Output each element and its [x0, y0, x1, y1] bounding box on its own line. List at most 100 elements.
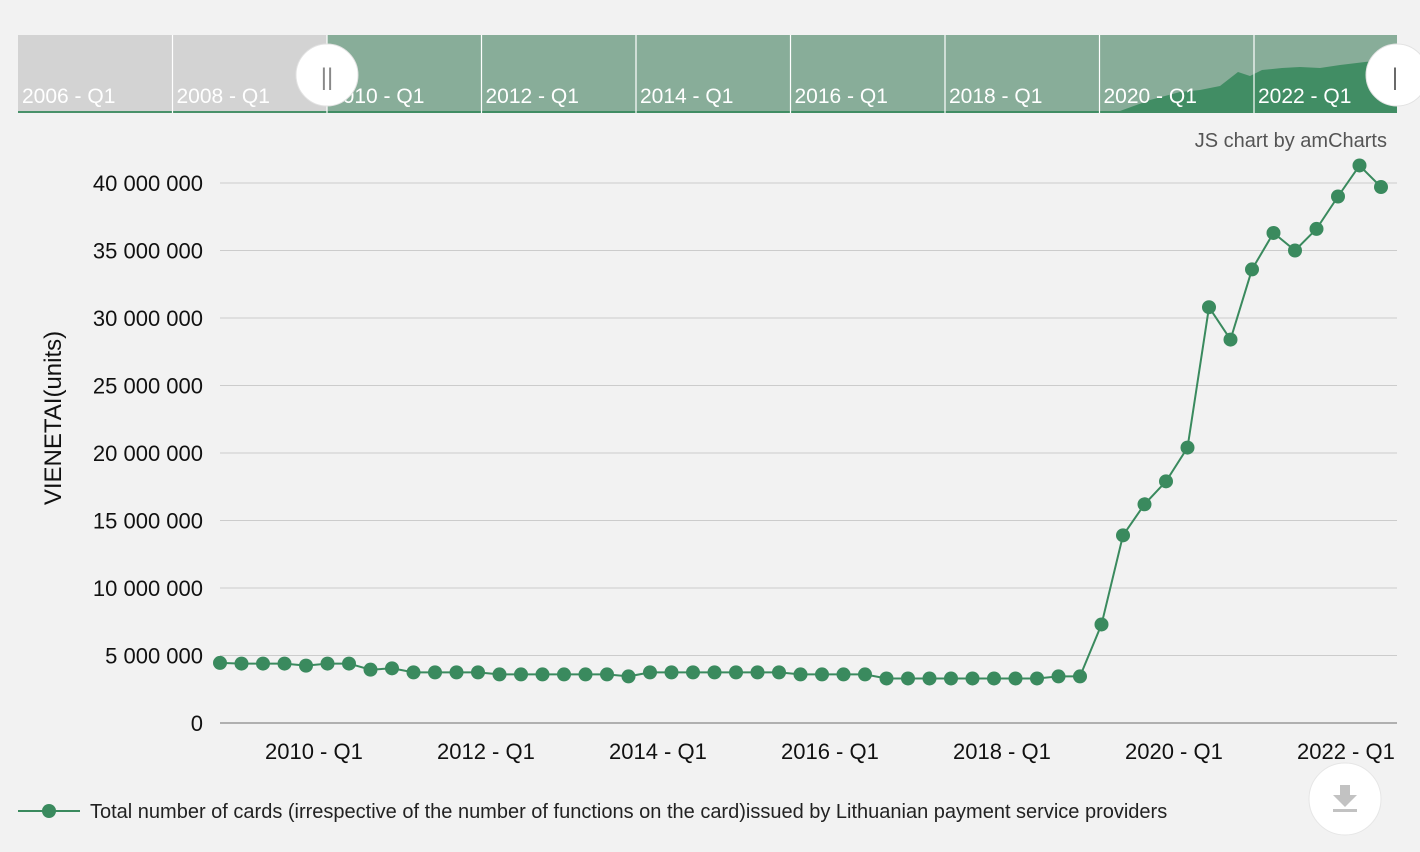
data-point[interactable]	[1223, 332, 1238, 347]
data-point[interactable]	[471, 665, 485, 680]
scrollbar-label: 2018 - Q1	[949, 85, 1042, 108]
x-tick-label: 2010 - Q1	[265, 739, 363, 764]
download-icon	[1333, 785, 1357, 812]
data-point[interactable]	[213, 655, 227, 670]
scrollbar[interactable]: 2006 - Q1 2008 - Q1 2010 - Q1 2012 - Q1 2014…	[18, 35, 1420, 113]
scrollbar-label: 2010 - Q1	[331, 85, 424, 108]
data-point[interactable]	[750, 665, 765, 680]
data-point[interactable]	[987, 671, 1001, 686]
scrollbar-label: 2008 - Q1	[177, 85, 270, 108]
y-axis-ticks: 0 5 000 000 10 000 000 15 000 000 20 000 000…	[93, 171, 203, 736]
data-point[interactable]	[1331, 189, 1345, 204]
scrollbar-label: 2006 - Q1	[22, 85, 115, 108]
data-point[interactable]	[815, 667, 829, 682]
legend[interactable]: Total number of cards (irrespective of t…	[18, 801, 1167, 823]
data-point[interactable]	[965, 671, 980, 686]
data-point[interactable]	[836, 667, 851, 682]
grip-right-icon: |	[1392, 64, 1398, 91]
data-point[interactable]	[600, 667, 614, 682]
data-point[interactable]	[858, 667, 872, 682]
data-point[interactable]	[1266, 225, 1281, 240]
data-point[interactable]	[256, 656, 270, 671]
data-point[interactable]	[707, 665, 722, 680]
scrollbar-label: 2016 - Q1	[795, 85, 888, 108]
scrollbar-label: 2022 - Q1	[1258, 85, 1351, 108]
data-point[interactable]	[557, 667, 571, 682]
data-point[interactable]	[1051, 669, 1066, 684]
data-point[interactable]	[277, 656, 292, 671]
scrollbar-labels: 2006 - Q1 2008 - Q1 2010 - Q1 2012 - Q1 2014…	[22, 85, 1351, 108]
data-point[interactable]	[299, 658, 313, 673]
data-point[interactable]	[535, 667, 550, 682]
data-point[interactable]	[944, 671, 958, 686]
x-tick-label: 2018 - Q1	[953, 739, 1051, 764]
series-points	[213, 158, 1388, 686]
y-tick-label: 40 000 000	[93, 171, 203, 196]
data-point[interactable]	[342, 656, 356, 671]
data-point[interactable]	[234, 656, 249, 671]
data-point[interactable]	[320, 656, 335, 671]
legend-marker-dot	[42, 804, 56, 818]
data-point[interactable]	[879, 671, 894, 686]
y-tick-label: 30 000 000	[93, 306, 203, 331]
data-point[interactable]	[1352, 158, 1367, 173]
data-point[interactable]	[643, 665, 657, 680]
y-tick-label: 25 000 000	[93, 374, 203, 399]
data-point[interactable]	[793, 667, 808, 682]
grip-left-icon: ||	[321, 64, 333, 91]
data-point[interactable]	[729, 665, 743, 680]
data-point[interactable]	[1030, 671, 1044, 686]
data-point[interactable]	[1288, 243, 1302, 258]
y-tick-label: 10 000 000	[93, 576, 203, 601]
data-point[interactable]	[901, 671, 915, 686]
data-point[interactable]	[1073, 669, 1087, 684]
y-tick-label: 15 000 000	[93, 509, 203, 534]
data-point[interactable]	[1159, 474, 1173, 489]
data-point[interactable]	[1094, 617, 1109, 632]
data-point[interactable]	[406, 665, 421, 680]
x-tick-label: 2022 - Q1	[1297, 739, 1395, 764]
data-point[interactable]	[1116, 528, 1130, 543]
legend-label: Total number of cards (irrespective of t…	[90, 801, 1167, 823]
data-point[interactable]	[385, 661, 399, 676]
data-point[interactable]	[514, 667, 528, 682]
scrollbar-grip-right[interactable]: |	[1365, 43, 1420, 107]
data-point[interactable]	[922, 671, 937, 686]
scrollbar-preview-area	[18, 58, 1397, 113]
series-line	[219, 163, 1382, 680]
y-axis-title: VIENETAI(units)	[40, 331, 67, 505]
x-tick-label: 2014 - Q1	[609, 739, 707, 764]
data-point[interactable]	[664, 665, 679, 680]
data-point[interactable]	[1374, 180, 1388, 195]
data-point[interactable]	[621, 669, 636, 684]
scrollbar-dividers	[171, 35, 1255, 113]
scrollbar-grip-left[interactable]: ||	[295, 43, 359, 107]
data-point[interactable]	[578, 667, 593, 682]
data-point[interactable]	[772, 665, 786, 680]
y-tick-label: 35 000 000	[93, 239, 203, 264]
y-tick-label: 0	[191, 711, 203, 736]
scrollbar-label: 2020 - Q1	[1104, 85, 1197, 108]
scrollbar-label: 2012 - Q1	[486, 85, 579, 108]
data-point[interactable]	[686, 665, 700, 680]
data-point[interactable]	[492, 667, 507, 682]
download-button[interactable]	[1308, 762, 1382, 836]
data-point[interactable]	[363, 662, 378, 677]
y-tick-label: 20 000 000	[93, 441, 203, 466]
data-point[interactable]	[1202, 300, 1216, 315]
y-tick-label: 5 000 000	[105, 644, 203, 669]
x-axis-ticks: 2010 - Q1 2012 - Q1 2014 - Q1 2016 - Q1 2018…	[265, 739, 1395, 764]
data-point[interactable]	[1137, 497, 1152, 512]
credit-text[interactable]: JS chart by amCharts	[1195, 130, 1387, 152]
data-point[interactable]	[1008, 671, 1023, 686]
x-tick-label: 2012 - Q1	[437, 739, 535, 764]
scrollbar-label: 2014 - Q1	[640, 85, 733, 108]
data-point[interactable]	[1245, 262, 1259, 277]
grid	[220, 182, 1397, 724]
data-point[interactable]	[428, 665, 442, 680]
data-point[interactable]	[1309, 221, 1324, 236]
data-point[interactable]	[1180, 440, 1195, 455]
x-tick-label: 2020 - Q1	[1125, 739, 1223, 764]
data-point[interactable]	[449, 665, 464, 680]
